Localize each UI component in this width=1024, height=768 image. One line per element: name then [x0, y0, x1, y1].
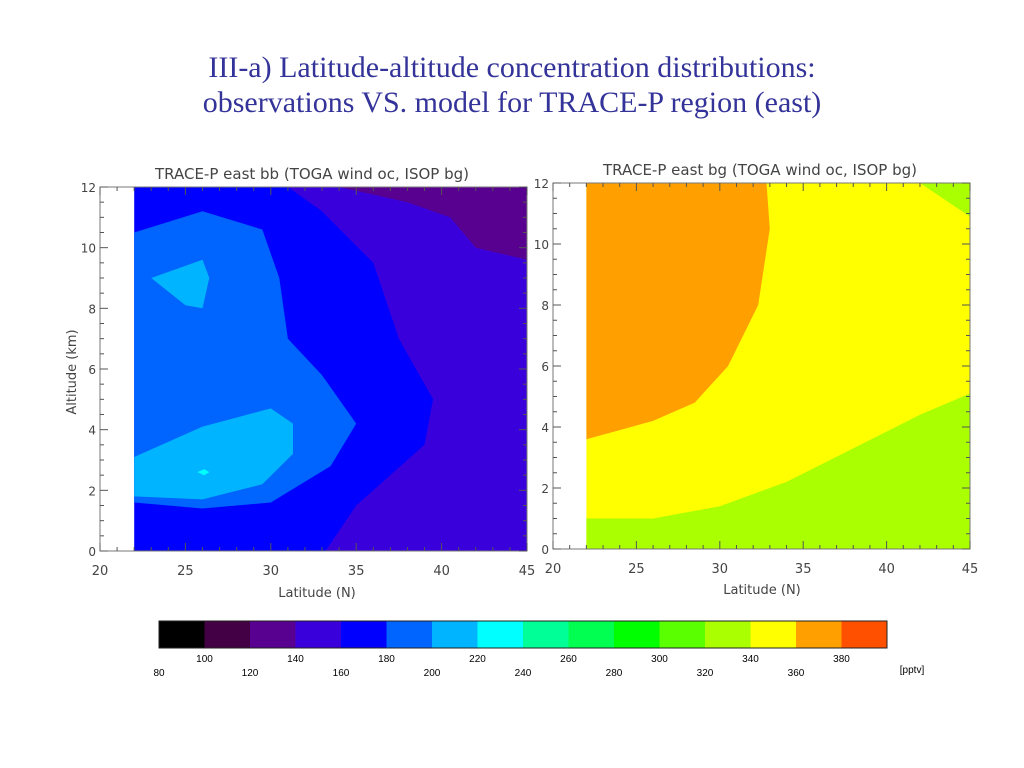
colorbar-level-label: 160 [333, 668, 350, 679]
colorbar-swatch [341, 621, 387, 648]
colorbar-level-label: 260 [560, 654, 577, 665]
contour-region-220-240 [197, 469, 210, 476]
colorbar-swatch [432, 621, 478, 648]
axes-left: 20 25 30 35 40 45 0 2 4 6 8 10 12 [81, 181, 536, 579]
colorbar-level-label: 320 [697, 668, 714, 679]
colorbar-swatch [568, 621, 615, 648]
x-tick-label: 20 [545, 562, 562, 577]
contour-region-320-340 [920, 183, 970, 217]
colorbar-level-label: 240 [515, 668, 532, 679]
y-tick-label: 12 [81, 181, 96, 195]
y-tick-label: 6 [88, 363, 96, 377]
y-tick-label: 2 [88, 484, 96, 498]
contour-region-320-340 [586, 393, 970, 549]
contour-plot-model: TRACE-P east bg (TOGA wind oc, ISOP bg) … [534, 161, 979, 598]
plot-title-left: TRACE-P east bb (TOGA wind oc, ISOP bg) [154, 165, 469, 183]
x-tick-label: 35 [348, 564, 365, 579]
contour-region-200-220 [151, 259, 210, 309]
axes-right: 20 25 30 35 40 45 0 2 4 6 8 10 12 [534, 177, 979, 577]
y-tick-label: 4 [541, 421, 549, 435]
colorbar-unit-label: [pptv] [900, 665, 925, 676]
y-tick-label: 4 [88, 424, 96, 438]
colorbar: 100 140 180 220 260 300 340 380 80 120 160 200 240 28… [153, 620, 925, 679]
y-tick-label: 2 [541, 482, 549, 496]
y-tick-label: 0 [88, 545, 96, 559]
colorbar-swatch [250, 621, 296, 648]
x-tick-label: 25 [628, 562, 645, 577]
colorbar-level-label: 180 [378, 654, 395, 665]
plot-title-right: TRACE-P east bg (TOGA wind oc, ISOP bg) [602, 161, 917, 179]
colorbar-swatch [386, 621, 433, 648]
colorbar-level-label: 100 [196, 654, 213, 665]
x-tick-label: 45 [519, 564, 536, 579]
slide-title: III-a) Latitude-altitude concentration d… [0, 50, 1024, 120]
colorbar-level-label: 140 [287, 654, 304, 665]
colorbar-level-label: 340 [742, 654, 759, 665]
colorbar-level-label: 220 [469, 654, 486, 665]
x-tick-label: 40 [433, 564, 450, 579]
x-tick-label: 40 [878, 562, 895, 577]
y-tick-label: 8 [88, 302, 96, 316]
y-tick-label: 10 [534, 238, 549, 252]
colorbar-swatch [477, 621, 524, 648]
y-tick-label: 8 [541, 299, 549, 313]
colorbar-swatch [841, 621, 888, 648]
y-tick-label: 10 [81, 242, 96, 256]
colorbar-level-label: 200 [424, 668, 441, 679]
x-tick-label: 30 [263, 564, 280, 579]
colorbar-level-label: 360 [788, 668, 805, 679]
x-axis-label-right: Latitude (N) [723, 583, 801, 598]
x-tick-label: 45 [962, 562, 979, 577]
colorbar-swatch [159, 621, 205, 648]
contour-regions-left [134, 187, 527, 551]
contour-region-120-140 [339, 187, 527, 260]
colorbar-labels: 100 140 180 220 260 300 340 380 80 120 160 200 240 28… [153, 654, 850, 679]
x-tick-label: 35 [795, 562, 812, 577]
slide-title-line-1: III-a) Latitude-altitude concentration d… [208, 51, 816, 84]
y-tick-label: 0 [541, 543, 549, 557]
colorbar-swatches [158, 620, 888, 649]
x-tick-label: 20 [92, 564, 109, 579]
contour-region-140-160 [287, 187, 527, 551]
colorbar-swatch [796, 621, 842, 648]
contour-region-360-380 [586, 183, 770, 440]
y-tick-label: 6 [541, 360, 549, 374]
x-tick-label: 25 [177, 564, 194, 579]
colorbar-level-label: 300 [651, 654, 668, 665]
colorbar-frame [158, 620, 888, 649]
y-axis-label-left: Altitude (km) [65, 329, 80, 414]
colorbar-level-label: 280 [606, 668, 623, 679]
contour-region-200-220 [134, 408, 293, 500]
colorbar-swatch [750, 621, 797, 648]
colorbar-level-label: 120 [242, 668, 259, 679]
colorbar-swatch [204, 621, 251, 648]
slide-title-line-2: observations VS. model for TRACE-P regio… [202, 86, 822, 119]
colorbar-swatch [523, 621, 569, 648]
colorbar-swatch [614, 621, 660, 648]
colorbar-swatch [295, 621, 342, 648]
colorbar-swatch [659, 621, 706, 648]
x-tick-label: 30 [712, 562, 729, 577]
y-tick-label: 12 [534, 177, 549, 191]
colorbar-level-label: 80 [153, 668, 165, 679]
colorbar-swatch [705, 621, 751, 648]
x-axis-label-left: Latitude (N) [278, 586, 356, 601]
colorbar-level-label: 380 [833, 654, 850, 665]
contour-regions-right [586, 183, 970, 549]
contour-plot-observations: TRACE-P east bb (TOGA wind oc, ISOP bg) … [65, 165, 535, 601]
